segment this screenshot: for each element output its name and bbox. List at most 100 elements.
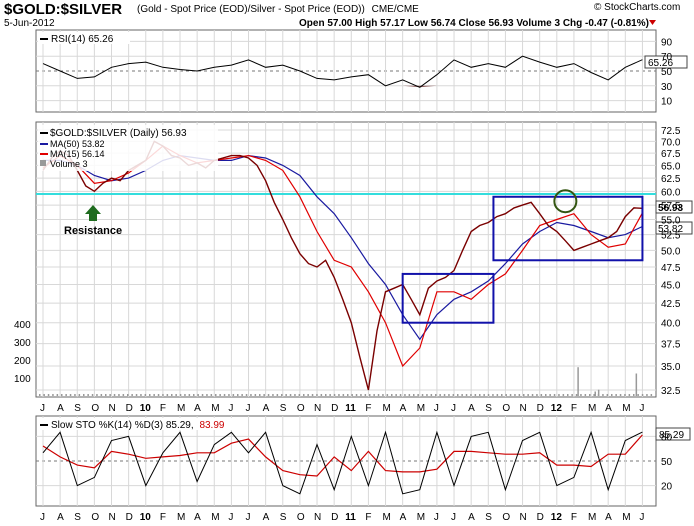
x-tick-label: N [314,403,321,414]
chart-subtitle: (Gold - Spot Price (EOD)/Silver - Spot P… [137,4,419,15]
volume-bar [549,394,551,396]
volume-bar [426,394,428,396]
sto-tick-label: 50 [661,457,673,468]
x-tick-label: M [622,512,630,523]
volume-bar [241,394,243,396]
volume-bar [514,394,516,396]
volume-bar [435,394,437,396]
x-axis-top: J A S O N D 10 F M A M J J A S O N D 11 F M A M J J A S O N D 12 F M A M J [40,403,644,414]
volume-legend-swatch [40,160,46,166]
volume-bar [355,394,358,396]
annotation-box [401,272,495,324]
price-tick-label: 45.0 [661,281,681,292]
annotation-circle [553,189,578,214]
volume-bar [91,394,94,396]
volume-y-axis: 400 300 200 100 [14,320,31,385]
volume-bar [135,394,138,396]
volume-bar [157,394,160,396]
x-tick-label: F [160,403,166,414]
x-tick-label: M [383,403,391,414]
x-tick-label: F [571,512,577,523]
volume-bar [109,394,111,396]
price-tick-label: 60.0 [661,187,681,198]
volume-bar [527,394,529,396]
price-tick-label: 72.5 [661,126,681,137]
x-tick-label: F [365,512,371,523]
volume-bar [210,394,213,396]
volume-bar [487,394,490,396]
volume-bar [593,394,595,396]
rsi-tick-label: 90 [661,37,673,48]
rsi-tick-label: 50 [661,67,673,78]
sto-label-prefix: Slow STO %K(14) %D(3) 85.29, [51,420,194,431]
volume-bar [417,394,419,396]
volume-bar [589,394,591,396]
x-tick-label: A [263,403,270,414]
volume-bar [179,394,182,396]
x-tick-label: M [383,512,391,523]
volume-bar [439,394,441,396]
volume-bar [342,394,345,396]
chart-annotations [401,189,644,324]
volume-bar [232,394,235,396]
volume-bar [131,394,133,396]
sto-grid [36,416,656,506]
volume-bar [545,394,547,396]
x-tick-label: N [109,512,116,523]
volume-bar [250,394,252,396]
x-tick-label: A [400,512,407,523]
price-tick-label: 52.5 [661,231,681,242]
volume-bar [584,394,587,396]
volume-bar [316,394,318,396]
volume-bar [430,394,433,396]
volume-bar [329,394,331,396]
volume-bar [96,394,98,396]
price-tick-label: 37.5 [661,340,681,351]
x-tick-label: J [639,403,644,414]
chart-subtitle-text: (Gold - Spot Price (EOD)/Silver - Spot P… [137,4,365,15]
rsi-tick-label: 70 [661,52,673,63]
rsi-tick-label: 10 [661,97,673,108]
x-tick-label: O [91,512,99,523]
resistance-label: Resistance [64,225,122,237]
volume-bar [373,394,375,396]
volume-bar [421,394,424,396]
ma50-value-tag: 53.82 [658,224,683,235]
x-tick-label: F [365,403,371,414]
x-tick-label: O [297,403,305,414]
volume-tick-label: 400 [14,320,31,331]
volume-bar [571,394,573,396]
annotation-box [492,195,644,262]
volume-bar [47,394,50,396]
volume-spike [635,373,638,396]
rsi-panel: RSI(14) 65.26 65.26 90 70 50 30 10 [35,29,688,113]
sto-y-axis: 80 50 20 [661,432,673,492]
watermark: © StockCharts.com [594,2,680,13]
x-tick-label: O [91,403,99,414]
volume-bar [650,394,653,396]
volume-bar [263,394,265,396]
volume-bar [201,394,204,396]
volume-bar [166,394,169,396]
volume-bar [100,394,103,396]
volume-bar [562,394,565,396]
sto-label-d: 83.99 [199,420,224,431]
volume-bar [540,394,543,396]
volume-bar [641,394,644,396]
volume-bar [144,394,147,396]
volume-bar [153,394,155,396]
rsi-y-axis: 90 70 50 30 10 [661,37,673,107]
volume-bar [408,394,411,396]
x-tick-label: F [571,403,577,414]
price-tick-label: 40.0 [661,319,681,330]
price-tick-label: 65.0 [661,161,681,172]
volume-bar [518,394,521,396]
x-tick-label: A [194,512,201,523]
volume-bar [228,394,230,396]
volume-bar [347,394,349,396]
x-tick-label: 12 [551,512,563,523]
volume-tick-label: 300 [14,338,31,349]
volume-bar [69,394,72,396]
volume-bar [113,394,116,396]
